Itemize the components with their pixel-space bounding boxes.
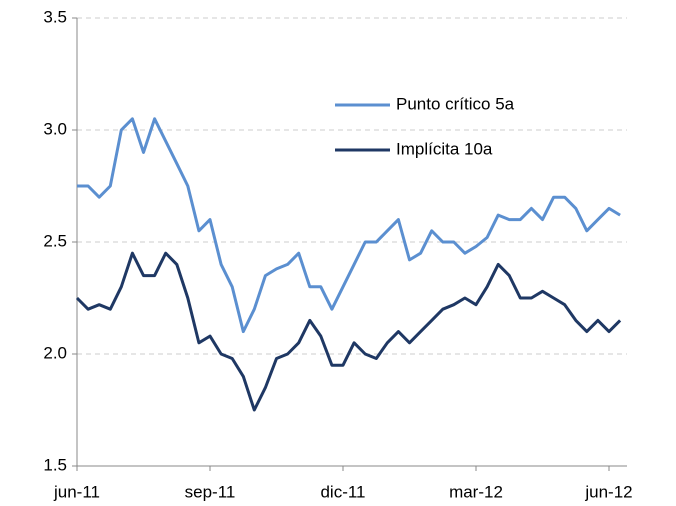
y-tick-label: 2.5	[43, 231, 67, 250]
line-series	[75, 251, 622, 412]
x-tick-label: mar-12	[449, 482, 503, 501]
x-tick-label: sep-11	[185, 482, 236, 501]
y-tick-label: 3.5	[43, 7, 67, 26]
x-tick-label: dic-11	[320, 482, 365, 501]
x-tick-label: jun-12	[584, 482, 632, 501]
line-series	[77, 117, 621, 334]
y-tick-label: 1.5	[43, 455, 67, 474]
x-tick-label: jun-11	[53, 482, 100, 501]
y-tick-label: 2.0	[43, 343, 67, 362]
legend-label: Implícita 10a	[396, 139, 493, 158]
legend-label: Punto crítico 5a	[396, 94, 515, 113]
y-tick-label: 3.0	[43, 119, 67, 138]
